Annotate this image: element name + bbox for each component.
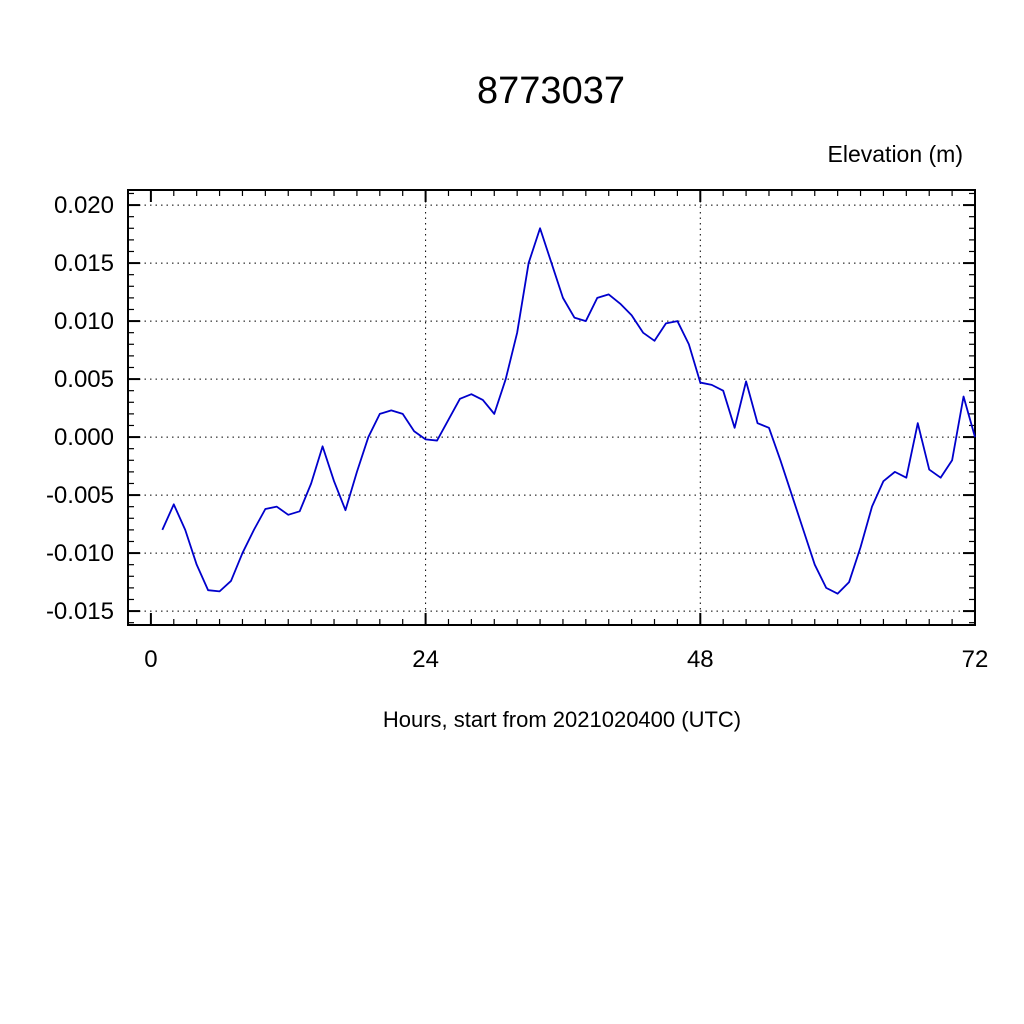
x-tick-label: 48 — [687, 646, 714, 673]
axis-ticks — [128, 190, 976, 625]
plot-frame — [127, 189, 976, 626]
y-axis-label: Elevation (m) — [828, 141, 963, 167]
y-tick-labels: -0.015 -0.010 -0.005 0.000 0.005 0.010 0.015 0.… — [46, 192, 114, 625]
y-tick-label: 0.020 — [54, 192, 114, 219]
y-tick-label: 0.005 — [54, 366, 114, 393]
gridlines — [128, 190, 975, 625]
y-tick-label: -0.015 — [46, 598, 114, 625]
y-tick-label: -0.005 — [46, 482, 114, 509]
x-tick-label: 72 — [962, 646, 989, 673]
x-axis-label: Hours, start from 2021020400 (UTC) — [383, 707, 741, 732]
y-tick-label: 0.010 — [54, 308, 114, 335]
y-tick-label: -0.010 — [46, 540, 114, 567]
x-tick-label: 24 — [412, 646, 439, 673]
x-tick-label: 0 — [144, 646, 157, 673]
x-tick-labels: 0 24 48 72 — [144, 646, 988, 673]
y-tick-label: 0.015 — [54, 250, 114, 277]
y-tick-label: 0.000 — [54, 424, 114, 451]
elevation-data-line — [161, 227, 976, 595]
chart-title: 8773037 — [477, 70, 625, 112]
